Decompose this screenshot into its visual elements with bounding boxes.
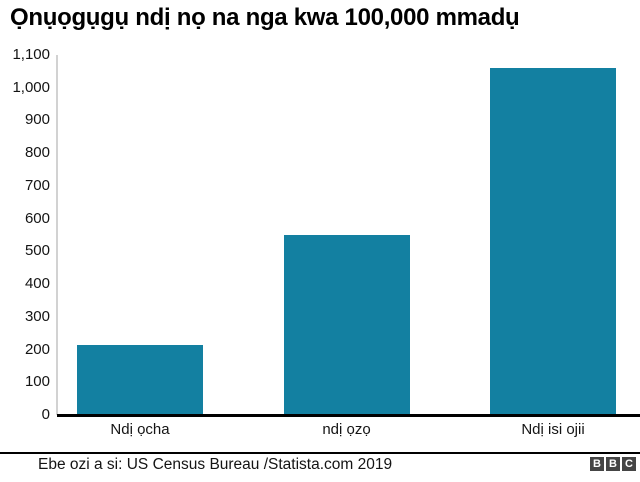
- bar-2: [283, 235, 410, 415]
- y-tick-label: 300: [24, 307, 50, 325]
- x-tick-label: Ndị ọcha: [110, 421, 170, 438]
- y-axis-line: [56, 55, 58, 415]
- y-tick-label: 600: [24, 209, 50, 227]
- bbc-logo-letter: B: [606, 457, 620, 471]
- x-tick-label: ndị ọzọ: [322, 421, 371, 438]
- y-tick-label: 400: [24, 275, 50, 293]
- bar-1: [77, 344, 203, 415]
- bar-3: [490, 68, 616, 415]
- y-tick-label: 800: [24, 144, 50, 162]
- chart-title: Ọnụọgụgụ ndị nọ na nga kwa 100,000 mmadụ: [10, 4, 520, 31]
- y-tick-label: 900: [24, 111, 50, 129]
- y-tick-label: 0: [41, 406, 50, 423]
- x-axis-baseline: [57, 414, 640, 417]
- y-tick-label: 700: [24, 176, 50, 194]
- source-note: Ebe ozi a si: US Census Bureau /Statista…: [38, 456, 393, 473]
- y-tick-label: 1,000: [12, 78, 50, 96]
- x-tick-label: Ndị isi ojii: [521, 421, 585, 438]
- plot-area: [57, 55, 640, 415]
- bbc-logo-letter: B: [590, 457, 604, 471]
- y-tick-label: 200: [24, 340, 50, 358]
- footer-divider: [0, 452, 640, 454]
- y-tick-label: 100: [24, 373, 50, 391]
- bbc-logo-letter: C: [622, 457, 636, 471]
- y-tick-label: 500: [24, 242, 50, 260]
- bbc-logo: B B C: [590, 457, 636, 471]
- y-tick-label: 1,100: [12, 46, 50, 63]
